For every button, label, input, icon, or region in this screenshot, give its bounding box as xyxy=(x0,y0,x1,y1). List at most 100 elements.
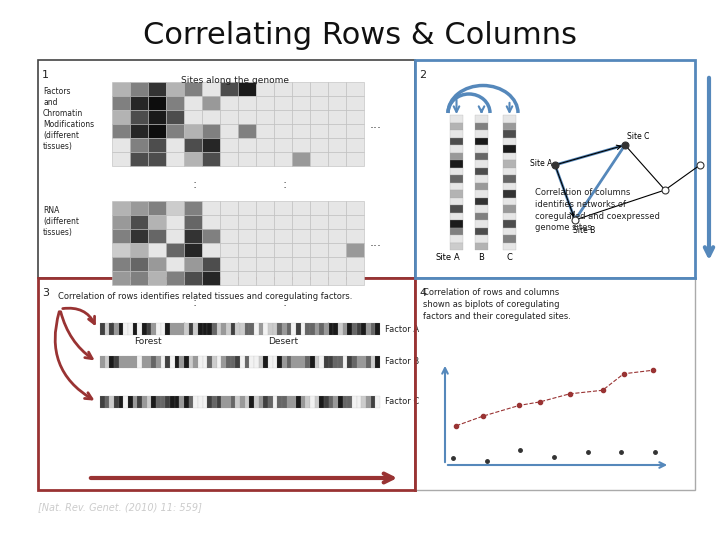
Bar xyxy=(475,205,488,213)
Bar xyxy=(112,229,130,243)
Bar xyxy=(207,356,212,368)
Bar xyxy=(147,396,151,408)
Bar xyxy=(503,123,516,130)
Bar xyxy=(142,356,147,368)
Bar xyxy=(202,110,220,124)
Bar xyxy=(415,60,695,278)
Bar xyxy=(184,201,202,215)
Bar xyxy=(287,323,292,335)
Bar xyxy=(184,124,202,138)
Bar xyxy=(230,396,235,408)
Bar xyxy=(112,138,130,152)
Bar xyxy=(296,323,301,335)
Text: Site: Site xyxy=(436,253,452,262)
Bar xyxy=(148,215,166,229)
Bar xyxy=(245,396,249,408)
Bar xyxy=(238,96,256,110)
Bar xyxy=(245,323,249,335)
Bar xyxy=(128,356,132,368)
Bar xyxy=(238,82,256,96)
Bar xyxy=(184,396,189,408)
Bar xyxy=(361,356,366,368)
Bar xyxy=(130,229,148,243)
Bar xyxy=(450,115,463,123)
Bar xyxy=(184,271,202,285)
Bar xyxy=(264,356,268,368)
Bar xyxy=(347,356,352,368)
Bar xyxy=(170,396,175,408)
Bar xyxy=(221,396,226,408)
Bar xyxy=(114,323,119,335)
Text: Correlation of rows and columns
shown as biplots of coregulating
factors and the: Correlation of rows and columns shown as… xyxy=(423,288,571,321)
Bar xyxy=(450,152,463,160)
Bar xyxy=(315,323,320,335)
Bar xyxy=(310,396,315,408)
Bar xyxy=(238,257,256,271)
Bar xyxy=(226,396,230,408)
Bar xyxy=(221,356,226,368)
Bar xyxy=(450,198,463,205)
Bar xyxy=(503,205,516,213)
Bar xyxy=(256,152,274,166)
Bar xyxy=(292,271,310,285)
Bar xyxy=(503,227,516,235)
Bar xyxy=(179,323,184,335)
Bar xyxy=(346,201,364,215)
Bar xyxy=(220,110,238,124)
Bar xyxy=(194,323,198,335)
Text: ...: ... xyxy=(370,237,382,249)
Bar xyxy=(450,167,463,175)
Text: C: C xyxy=(507,253,513,262)
Bar xyxy=(292,201,310,215)
Bar xyxy=(166,152,184,166)
Bar xyxy=(366,396,371,408)
Bar xyxy=(450,213,463,220)
Bar xyxy=(356,323,361,335)
Bar xyxy=(112,110,130,124)
Bar xyxy=(503,167,516,175)
Bar xyxy=(310,201,328,215)
Bar xyxy=(292,138,310,152)
Bar xyxy=(328,271,346,285)
Bar xyxy=(166,110,184,124)
Bar xyxy=(475,242,488,250)
Bar xyxy=(292,323,296,335)
Bar xyxy=(292,356,296,368)
Text: [Nat. Rev. Genet. (2010) 11: 559]: [Nat. Rev. Genet. (2010) 11: 559] xyxy=(38,502,202,512)
Bar xyxy=(352,323,356,335)
Bar xyxy=(301,323,305,335)
Bar xyxy=(503,138,516,145)
Bar xyxy=(273,396,277,408)
Bar xyxy=(292,396,296,408)
Bar xyxy=(346,124,364,138)
Bar xyxy=(450,227,463,235)
Bar xyxy=(238,138,256,152)
Bar xyxy=(38,278,415,490)
Bar xyxy=(202,82,220,96)
Bar xyxy=(245,356,249,368)
Bar xyxy=(256,201,274,215)
Bar xyxy=(503,213,516,220)
Bar xyxy=(320,396,324,408)
Bar xyxy=(175,323,179,335)
Bar xyxy=(189,356,194,368)
Bar xyxy=(212,396,217,408)
Bar xyxy=(202,138,220,152)
Bar xyxy=(100,356,104,368)
Bar xyxy=(130,271,148,285)
Bar xyxy=(475,145,488,152)
Bar xyxy=(450,220,463,227)
Bar xyxy=(296,356,301,368)
Bar xyxy=(310,138,328,152)
Bar xyxy=(202,243,220,257)
Bar xyxy=(151,356,156,368)
Bar xyxy=(450,123,463,130)
Bar xyxy=(184,96,202,110)
Bar xyxy=(346,243,364,257)
Bar xyxy=(343,356,347,368)
Bar xyxy=(475,235,488,242)
Bar xyxy=(503,152,516,160)
Bar xyxy=(123,396,128,408)
Bar xyxy=(112,96,130,110)
Text: Desert: Desert xyxy=(268,337,298,346)
